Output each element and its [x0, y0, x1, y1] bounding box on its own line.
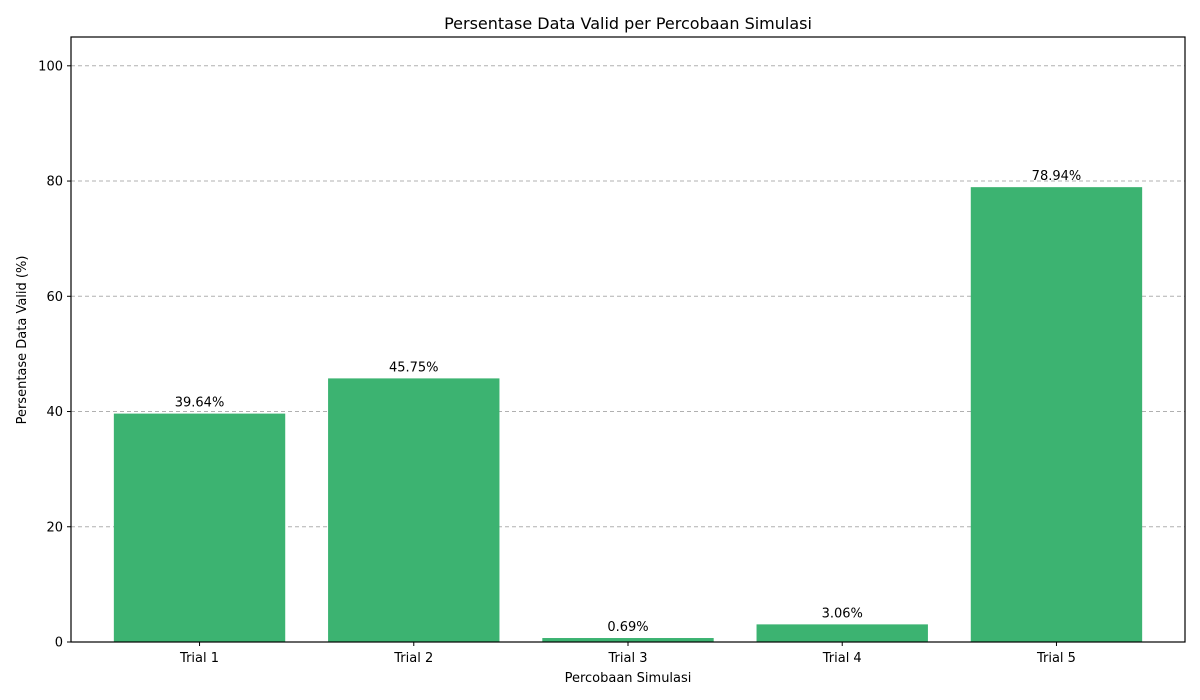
y-tick-label: 60 [46, 290, 63, 305]
y-tick-label: 100 [38, 59, 63, 74]
x-tick-label: Trial 1 [179, 651, 219, 666]
y-axis-ticks: 0 20 40 60 80 100 [38, 59, 71, 651]
bar [756, 624, 928, 642]
x-tick-label: Trial 5 [1036, 651, 1076, 666]
bar [328, 378, 500, 642]
x-tick-label: Trial 3 [608, 651, 648, 666]
x-tick-label: Trial 2 [393, 651, 433, 666]
bar [113, 413, 286, 642]
bar-value-label: 78.94% [1032, 169, 1082, 184]
axes-frame [70, 36, 1186, 643]
data-labels: 39.64% 45.75% 0.69% 3.06% 78.94% [175, 169, 1082, 635]
bar-value-label: 45.75% [389, 360, 439, 375]
y-axis-label: Persentase Data Valid (%) [15, 256, 30, 425]
chart-title: Persentase Data Valid per Percobaan Simu… [444, 14, 812, 33]
x-axis-label: Percobaan Simulasi [565, 671, 692, 686]
bar [542, 638, 714, 642]
bar-value-label: 0.69% [607, 620, 648, 635]
bar-value-label: 3.06% [822, 606, 863, 621]
bar [970, 187, 1143, 642]
x-tick-label: Trial 4 [822, 651, 862, 666]
y-tick-label: 20 [46, 520, 63, 535]
y-tick-label: 0 [55, 636, 63, 651]
y-tick-label: 40 [46, 405, 63, 420]
bar-value-label: 39.64% [175, 396, 225, 411]
x-axis-ticks: Trial 1 Trial 2 Trial 3 Trial 4 Trial 5 [179, 642, 1076, 666]
y-tick-label: 80 [46, 175, 63, 190]
bars [113, 187, 1143, 642]
